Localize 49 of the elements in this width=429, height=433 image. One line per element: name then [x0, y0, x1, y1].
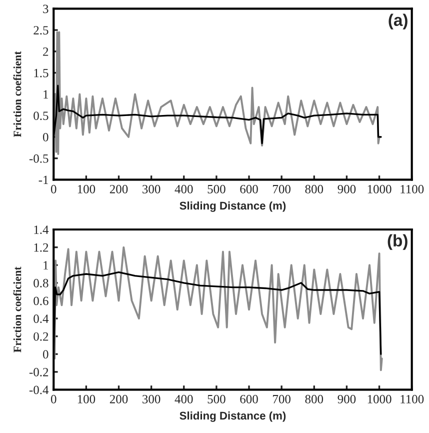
x-tick-label: 100 — [78, 184, 96, 194]
x-tick-label: 700 — [273, 184, 290, 194]
x-tick-label: 500 — [208, 184, 226, 194]
y-tick-label: -0.2 — [29, 368, 48, 376]
x-tick-label: 1000 — [368, 184, 392, 194]
x-tick-label: 400 — [174, 184, 193, 194]
y-tick-label: -0.5 — [29, 154, 48, 163]
y-tick-label: -1 — [38, 176, 48, 184]
x-tick-label: 200 — [110, 394, 128, 404]
x-tick-label: 600 — [240, 394, 258, 404]
y-tick-label: 0.4 — [34, 314, 49, 324]
y-tick-label: 2 — [43, 47, 48, 56]
y-tick-label: 1.2 — [34, 243, 48, 252]
y-tick-label: 1 — [44, 261, 48, 270]
y-tick-label: 0.8 — [34, 278, 48, 288]
x-tick-label: 1000 — [368, 394, 392, 404]
x-tick-label: 300 — [142, 394, 160, 404]
x-tick-label: 100 — [78, 394, 96, 404]
y-tick-label: 1.5 — [34, 68, 48, 78]
y-axis-title: Friction coeficient — [13, 266, 22, 352]
x-tick-label: 1100 — [400, 184, 424, 194]
x-axis-title: Sliding Distance (m) — [180, 201, 286, 212]
y-tick-label: 1 — [44, 90, 48, 99]
y-tick-label: 0.6 — [34, 296, 48, 306]
y-tick-label: 0 — [42, 132, 48, 142]
annotation: (a) — [388, 14, 408, 30]
x-tick-label: 200 — [110, 184, 128, 194]
x-tick-label: 900 — [338, 184, 356, 194]
x-tick-label: 500 — [208, 394, 226, 404]
x-tick-label: 600 — [240, 184, 258, 194]
y-tick-label: -0.4 — [29, 386, 49, 394]
x-tick-label: 800 — [305, 184, 324, 194]
x-tick-label: 0 — [50, 394, 56, 404]
annotation: (b) — [388, 234, 408, 250]
x-tick-label: 0 — [50, 184, 56, 194]
y-tick-label: 3 — [43, 4, 48, 14]
x-tick-label: 700 — [273, 394, 290, 404]
y-tick-label: 1.4 — [34, 226, 49, 234]
x-tick-label: 300 — [142, 184, 160, 194]
y-tick-label: 0.5 — [34, 112, 48, 120]
y-tick-label: 0.2 — [34, 332, 48, 341]
y-tick-label: 2.5 — [34, 26, 48, 35]
y-axis-title: Friction coeficient — [13, 51, 22, 138]
y-tick-label: 0 — [42, 350, 48, 359]
x-tick-label: 1100 — [400, 394, 424, 404]
x-axis-title: Sliding Distance (m) — [180, 411, 286, 422]
x-tick-label: 400 — [174, 394, 193, 404]
x-tick-label: 800 — [305, 394, 324, 404]
x-tick-label: 900 — [338, 394, 356, 404]
